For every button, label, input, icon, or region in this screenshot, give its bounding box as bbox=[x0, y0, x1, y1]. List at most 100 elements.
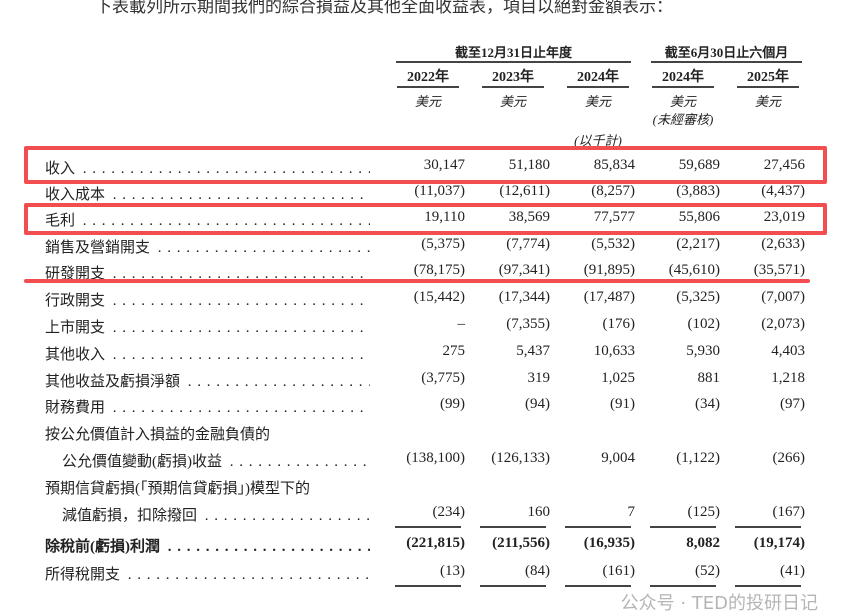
cell-value: (34) bbox=[695, 396, 720, 412]
row-label: 預期信貸虧損(「預期信貸虧損」)模型下的 bbox=[45, 477, 370, 498]
subtotal-line bbox=[650, 585, 716, 587]
row-label: 公允價值變動(虧損)收益 bbox=[62, 450, 370, 471]
row-label: 減值虧損，扣除撥回 bbox=[62, 504, 370, 525]
cell-value: (15,442) bbox=[413, 289, 465, 305]
currency-unit: 美元 bbox=[669, 94, 696, 109]
cell-value: (11,037) bbox=[414, 183, 465, 199]
cell-value: (3,883) bbox=[676, 183, 720, 199]
cell-value: (7,355) bbox=[506, 316, 550, 332]
subtotal-line bbox=[395, 526, 461, 528]
row-label: 除稅前(虧損)利潤 bbox=[45, 535, 370, 556]
subtotal-line bbox=[650, 526, 716, 528]
cell-value: (91) bbox=[610, 396, 635, 412]
currency-unit: 美元 bbox=[584, 94, 611, 109]
cell-value: (266) bbox=[772, 450, 806, 466]
cell-value: (41) bbox=[780, 563, 805, 579]
row-label: 毛利 bbox=[45, 209, 370, 230]
cell-value: 319 bbox=[527, 370, 551, 386]
row-label: 收入成本 bbox=[45, 183, 370, 204]
cell-value: 881 bbox=[697, 370, 721, 386]
subtotal-line bbox=[480, 526, 546, 528]
header-annual: 截至12月31日止年度 bbox=[454, 45, 572, 60]
divider bbox=[567, 86, 629, 88]
subtotal-line bbox=[565, 526, 631, 528]
cell-value: 27,456 bbox=[763, 157, 805, 173]
divider bbox=[651, 61, 802, 63]
row-label: 研發開支 bbox=[45, 262, 370, 283]
highlight-underline-rd bbox=[24, 279, 810, 283]
currency-unit: 美元 bbox=[754, 94, 781, 109]
row-label: 收入 bbox=[45, 157, 370, 178]
cell-value: (91,895) bbox=[583, 262, 635, 278]
cell-value: (35,571) bbox=[753, 262, 805, 278]
cell-value: (2,633) bbox=[761, 236, 805, 252]
cell-value: 275 bbox=[442, 343, 466, 359]
cell-value: (17,344) bbox=[498, 289, 550, 305]
divider bbox=[482, 86, 544, 88]
cell-value: 85,834 bbox=[593, 157, 635, 173]
cell-value: 55,806 bbox=[678, 209, 720, 225]
year-header: 2023年 bbox=[492, 70, 534, 85]
cell-value: (4,437) bbox=[761, 183, 805, 199]
intro-text: 下表載列所示期間我們的綜合損益及其他全面收益表，項目以絕對金額表示： bbox=[95, 0, 673, 16]
cell-value: 30,147 bbox=[423, 157, 465, 173]
cell-value: (94) bbox=[525, 396, 550, 412]
row-label: 行政開支 bbox=[45, 289, 370, 310]
cell-value: (126,133) bbox=[491, 450, 550, 466]
cell-value: 19,110 bbox=[424, 209, 465, 225]
cell-value: (161) bbox=[602, 563, 636, 579]
subtotal-line bbox=[735, 526, 801, 528]
cell-value: (221,815) bbox=[406, 535, 465, 551]
cell-value: (99) bbox=[440, 396, 465, 412]
cell-value: (5,532) bbox=[591, 236, 635, 252]
divider bbox=[737, 86, 799, 88]
cell-value: (52) bbox=[695, 563, 720, 579]
cell-value: (84) bbox=[525, 563, 550, 579]
cell-value: (78,175) bbox=[413, 262, 465, 278]
cell-value: (167) bbox=[772, 504, 806, 520]
currency-unit: 美元 bbox=[499, 94, 526, 109]
row-label: 上市開支 bbox=[45, 316, 370, 337]
cell-value: (12,611) bbox=[499, 183, 550, 199]
cell-value: 38,569 bbox=[508, 209, 550, 225]
cell-value: (125) bbox=[687, 504, 721, 520]
thousands-note: (以千計) bbox=[574, 133, 622, 148]
cell-value: (1,122) bbox=[676, 450, 720, 466]
cell-value: (45,610) bbox=[668, 262, 720, 278]
cell-value: 5,437 bbox=[516, 343, 550, 359]
cell-value: (138,100) bbox=[406, 450, 465, 466]
cell-value: (16,935) bbox=[583, 535, 635, 551]
year-header: 2022年 bbox=[407, 70, 449, 85]
year-header: 2025年 bbox=[747, 70, 789, 85]
cell-value: (3,775) bbox=[421, 370, 465, 386]
cell-value: (97,341) bbox=[498, 262, 550, 278]
year-header: 2024年 bbox=[662, 70, 704, 85]
cell-value: (5,375) bbox=[421, 236, 465, 252]
cell-value: (19,174) bbox=[753, 535, 805, 551]
divider bbox=[396, 61, 631, 63]
row-label: 其他收益及虧損淨額 bbox=[45, 370, 370, 391]
cell-value: 51,180 bbox=[508, 157, 550, 173]
cell-value: – bbox=[457, 316, 466, 332]
cell-value: 1,025 bbox=[601, 370, 635, 386]
cell-value: (13) bbox=[440, 563, 465, 579]
unaudited-note: (未經審核) bbox=[652, 112, 714, 127]
cell-value: 10,633 bbox=[593, 343, 635, 359]
header-six-months: 截至6月30日止六個月 bbox=[664, 45, 789, 60]
currency-unit: 美元 bbox=[414, 94, 441, 109]
year-header: 2024年 bbox=[577, 70, 619, 85]
cell-value: 77,577 bbox=[593, 209, 635, 225]
cell-value: (234) bbox=[432, 504, 466, 520]
cell-value: (8,257) bbox=[591, 183, 635, 199]
subtotal-line bbox=[480, 585, 546, 587]
cell-value: 160 bbox=[527, 504, 551, 520]
cell-value: (2,073) bbox=[761, 316, 805, 332]
highlight-box-revenue bbox=[24, 146, 827, 184]
cell-value: (17,487) bbox=[583, 289, 635, 305]
cell-value: (176) bbox=[602, 316, 636, 332]
cell-value: 7 bbox=[627, 504, 636, 520]
row-label: 銷售及營銷開支 bbox=[45, 236, 370, 257]
cell-value: (211,556) bbox=[492, 535, 550, 551]
cell-value: (7,007) bbox=[761, 289, 805, 305]
cell-value: 23,019 bbox=[763, 209, 805, 225]
